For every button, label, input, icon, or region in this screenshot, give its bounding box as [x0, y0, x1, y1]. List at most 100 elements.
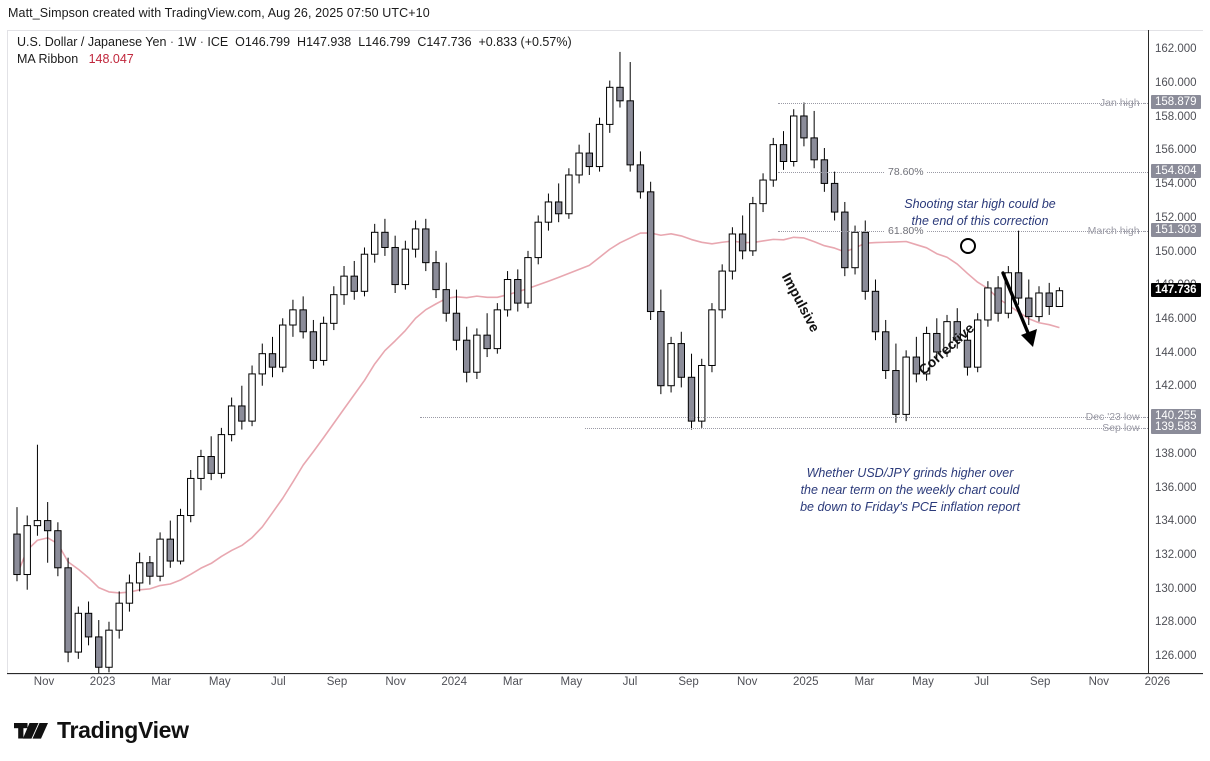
chart-panel [7, 30, 1203, 675]
candle-body [636, 164, 645, 193]
candle-body [1055, 290, 1064, 308]
price-tick: 132.000 [1155, 548, 1197, 561]
candle-body [442, 289, 450, 314]
candle-body [462, 339, 471, 373]
price-tick: 154.000 [1155, 178, 1197, 191]
candle-body [289, 309, 297, 326]
price-level-label[interactable]: 147.736 [1151, 282, 1201, 297]
candle-body [738, 233, 747, 252]
candle-body [319, 322, 328, 361]
candle-body [790, 115, 798, 163]
price-level-label[interactable]: 154.804 [1151, 163, 1201, 178]
tradingview-logo: TradingView [14, 717, 189, 744]
candle-body [166, 538, 175, 562]
time-tick: 2024 [441, 676, 467, 688]
candle-body [432, 262, 440, 291]
candle-body [95, 636, 103, 668]
candle-body [575, 152, 583, 176]
level-line-fib-618 [778, 230, 1148, 232]
candle-body [473, 334, 481, 373]
candle-body [248, 373, 256, 422]
candle-body [258, 353, 266, 375]
candle-body [646, 191, 655, 313]
price-level-label[interactable]: 140.255 [1151, 408, 1201, 423]
time-tick: Sep [678, 676, 699, 688]
candle-body [391, 246, 399, 286]
ma-ribbon-line [16, 232, 1060, 594]
outlook-line-1: Whether USD/JPY grinds higher over [806, 466, 1014, 480]
candle-body [503, 279, 512, 311]
level-line-fib-786 [778, 171, 1148, 173]
candle-body [105, 629, 113, 668]
chart-plot-area[interactable] [7, 30, 1148, 674]
level-line-dec23-low [420, 416, 1148, 418]
time-axis[interactable]: Nov 2023 Mar May Jul Sep Nov 2024 Mar May Jul Sep No… [7, 676, 1170, 698]
candle-body [217, 434, 226, 474]
candle-body [514, 279, 522, 304]
candle-body [544, 201, 553, 223]
fib-label-618: 61.80% [885, 224, 927, 237]
legend-indicator-name[interactable]: MA Ribbon [17, 52, 79, 66]
shooting-star-line-1: Shooting star high could be [904, 197, 1056, 211]
candle-body [871, 290, 880, 333]
candle-body [207, 456, 215, 474]
down-arrow-icon [1001, 271, 1037, 347]
legend-symbol[interactable]: U.S. Dollar / Japanese Yen [17, 35, 167, 49]
price-tick: 152.000 [1155, 211, 1197, 224]
time-tick: Nov [385, 676, 406, 688]
candle-body [238, 405, 246, 422]
candle-body [197, 456, 205, 479]
level-line-jan-high [778, 102, 1148, 104]
candle-body [64, 567, 72, 653]
candle-body [135, 562, 144, 584]
annotation-shooting-star: Shooting star high could be the end of th… [890, 196, 1070, 230]
candle-body [483, 334, 491, 350]
price-level-label[interactable]: 158.879 [1151, 94, 1201, 109]
level-tag-dec23-low: Dec '23 low · [1085, 410, 1146, 423]
candle-body [769, 144, 777, 181]
candle-body [176, 515, 185, 562]
candle-body [13, 533, 21, 576]
price-level-label[interactable]: 139.583 [1151, 420, 1201, 435]
candle-series [13, 51, 1064, 674]
candle-body [146, 562, 154, 577]
candle-body [299, 309, 307, 333]
time-tick: Jul [974, 676, 989, 688]
price-axis[interactable]: 162.000 160.000 158.000 156.000 154.000 152.0… [1149, 30, 1210, 674]
price-tick: 128.000 [1155, 616, 1197, 629]
price-tick: 160.000 [1155, 76, 1197, 89]
candle-body [984, 287, 992, 321]
candle-body [698, 364, 706, 422]
candle-body [851, 231, 859, 269]
candle-body [606, 86, 614, 125]
candle-body [626, 100, 634, 166]
candle-body [54, 530, 62, 569]
legend-interval[interactable]: 1W [177, 35, 197, 49]
candle-body [411, 228, 420, 250]
candle-body [43, 520, 52, 532]
legend-indicator-value: 148.047 [88, 52, 134, 66]
shooting-star-line-2: the end of this correction [911, 214, 1049, 228]
outlook-line-3: be down to Friday's PCE inflation report [800, 500, 1020, 514]
legend-open: O146.799 [235, 35, 291, 49]
time-tick: 2026 [1144, 676, 1171, 688]
time-tick: 2025 [793, 676, 819, 688]
candle-body [718, 270, 726, 311]
candle-body [279, 324, 287, 368]
legend-low: L146.799 [358, 35, 411, 49]
candle-body [677, 343, 685, 378]
candlestick-chart [13, 51, 1064, 674]
candle-body [687, 376, 696, 422]
candle-body [554, 201, 563, 215]
tradingview-mark-icon [14, 722, 48, 739]
time-tick: Mar [854, 676, 875, 688]
candle-body [902, 356, 910, 415]
time-tick: 2023 [89, 676, 116, 688]
candle-body [892, 370, 900, 415]
price-level-label[interactable]: 151.303 [1151, 222, 1201, 237]
price-tick: 144.000 [1155, 346, 1197, 359]
shooting-star-marker[interactable] [960, 238, 976, 254]
price-tick: 142.000 [1155, 380, 1197, 393]
candle-body [800, 115, 808, 139]
candle-body [595, 123, 604, 168]
